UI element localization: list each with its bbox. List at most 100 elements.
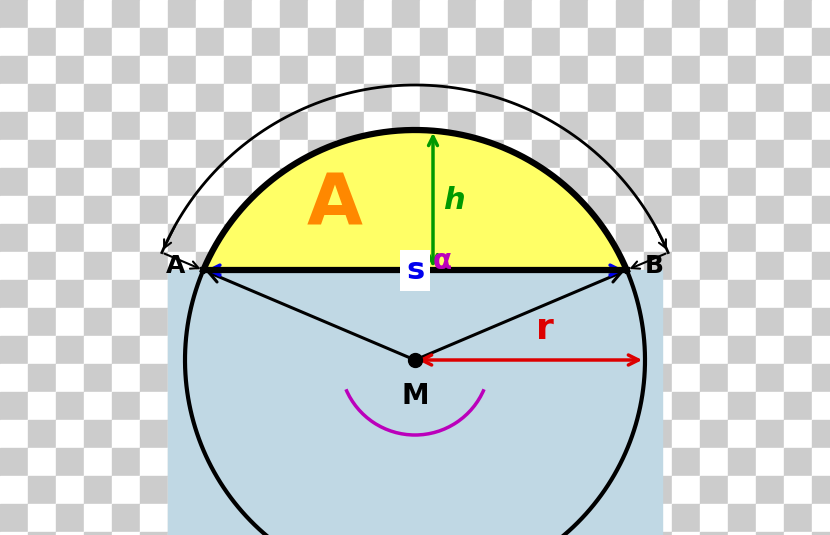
Bar — [700, 224, 728, 252]
Bar — [784, 280, 812, 308]
Bar — [392, 196, 420, 224]
Bar — [560, 280, 588, 308]
Bar — [532, 392, 560, 420]
Bar — [420, 476, 448, 504]
Bar — [532, 28, 560, 56]
Bar — [168, 270, 662, 535]
Bar — [616, 252, 644, 280]
Bar — [140, 532, 168, 535]
Bar — [756, 476, 784, 504]
Bar — [420, 224, 448, 252]
Bar — [504, 84, 532, 112]
Bar — [504, 336, 532, 364]
Bar — [644, 140, 672, 168]
Bar — [252, 140, 280, 168]
Bar — [252, 392, 280, 420]
Bar — [728, 84, 756, 112]
Bar — [28, 56, 56, 84]
Bar — [56, 28, 84, 56]
Bar — [728, 168, 756, 196]
Bar — [728, 336, 756, 364]
Bar — [336, 308, 364, 336]
Bar — [364, 280, 392, 308]
Bar — [28, 224, 56, 252]
Bar — [0, 252, 28, 280]
Bar — [392, 28, 420, 56]
Bar — [700, 476, 728, 504]
Bar — [364, 448, 392, 476]
Bar — [588, 308, 616, 336]
Bar — [140, 112, 168, 140]
Bar — [784, 532, 812, 535]
Bar — [420, 392, 448, 420]
Bar — [84, 84, 112, 112]
Bar — [504, 448, 532, 476]
Bar — [196, 252, 224, 280]
Bar — [504, 308, 532, 336]
Bar — [644, 84, 672, 112]
Bar — [476, 280, 504, 308]
Bar — [224, 476, 252, 504]
Polygon shape — [203, 130, 627, 270]
Bar — [644, 0, 672, 28]
Bar — [756, 532, 784, 535]
Bar — [336, 140, 364, 168]
Bar — [532, 252, 560, 280]
Bar — [84, 392, 112, 420]
Bar — [672, 392, 700, 420]
Bar — [0, 364, 28, 392]
Bar — [112, 168, 140, 196]
Bar — [224, 532, 252, 535]
Bar — [392, 448, 420, 476]
Bar — [588, 140, 616, 168]
Bar — [784, 112, 812, 140]
Bar — [196, 84, 224, 112]
Text: B: B — [645, 254, 664, 278]
Bar — [168, 140, 196, 168]
Bar — [812, 196, 830, 224]
Bar — [280, 532, 308, 535]
Bar — [336, 252, 364, 280]
Bar — [364, 140, 392, 168]
Bar — [84, 140, 112, 168]
Bar — [56, 252, 84, 280]
Bar — [280, 224, 308, 252]
Bar — [84, 420, 112, 448]
Bar — [560, 28, 588, 56]
Bar — [168, 0, 196, 28]
Bar — [336, 224, 364, 252]
Bar — [252, 84, 280, 112]
Bar — [784, 140, 812, 168]
Bar — [420, 0, 448, 28]
Bar — [140, 336, 168, 364]
Bar — [728, 504, 756, 532]
Bar — [644, 504, 672, 532]
Bar — [196, 364, 224, 392]
Bar — [644, 112, 672, 140]
Bar — [728, 280, 756, 308]
Bar — [812, 224, 830, 252]
Bar — [308, 252, 336, 280]
Bar — [532, 448, 560, 476]
Bar — [224, 196, 252, 224]
Bar — [112, 224, 140, 252]
Bar — [700, 252, 728, 280]
Bar — [644, 448, 672, 476]
Bar — [308, 0, 336, 28]
Bar — [728, 112, 756, 140]
Bar — [140, 364, 168, 392]
Bar — [560, 56, 588, 84]
Bar — [504, 56, 532, 84]
Bar — [56, 448, 84, 476]
Bar — [56, 504, 84, 532]
Bar — [364, 224, 392, 252]
Bar — [252, 56, 280, 84]
Bar — [364, 392, 392, 420]
Bar — [616, 532, 644, 535]
Bar — [280, 476, 308, 504]
Bar — [616, 308, 644, 336]
Bar — [84, 280, 112, 308]
Bar — [168, 392, 196, 420]
Bar — [420, 420, 448, 448]
Bar — [476, 140, 504, 168]
